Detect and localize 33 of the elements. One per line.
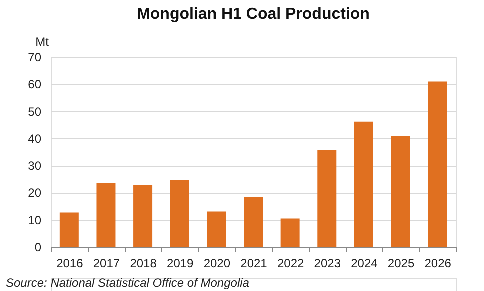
x-tick-label: 2025 [388, 256, 415, 270]
y-axis-title: Mt [36, 35, 50, 49]
x-tick-label: 2016 [56, 256, 84, 270]
x-tick-label: 2018 [130, 256, 158, 270]
bar [207, 212, 226, 247]
bar [391, 136, 410, 247]
bar [60, 212, 79, 247]
x-tick-label: 2021 [240, 256, 268, 270]
x-tick-label: 2019 [167, 256, 194, 270]
x-tick-label: 2024 [351, 256, 378, 270]
x-tick-label: 2022 [277, 256, 304, 270]
bar [354, 122, 374, 247]
source-note: Source: National Statistical Office of Mongolia [6, 276, 250, 290]
y-tick-label: 0 [34, 240, 42, 254]
x-tick-label: 2023 [314, 256, 342, 270]
bar [170, 180, 190, 247]
bar [280, 218, 300, 247]
bar [96, 183, 116, 247]
y-tick-label: 10 [28, 213, 42, 228]
x-tick-label: 2026 [424, 256, 452, 270]
y-tick-label: 20 [28, 186, 42, 200]
y-tick-label: 50 [28, 104, 42, 119]
bar [244, 197, 263, 247]
bar [428, 82, 448, 247]
bar [318, 150, 337, 247]
y-tick-label: 30 [28, 159, 42, 174]
bar [134, 185, 153, 247]
y-tick-label: 40 [28, 132, 42, 146]
x-tick-label: 2020 [204, 256, 231, 270]
x-tick-label: 2017 [93, 256, 120, 270]
y-tick-label: 70 [28, 50, 42, 64]
y-tick-label: 60 [28, 78, 42, 92]
chart-title: Mongolian H1 Coal Production [137, 6, 370, 23]
